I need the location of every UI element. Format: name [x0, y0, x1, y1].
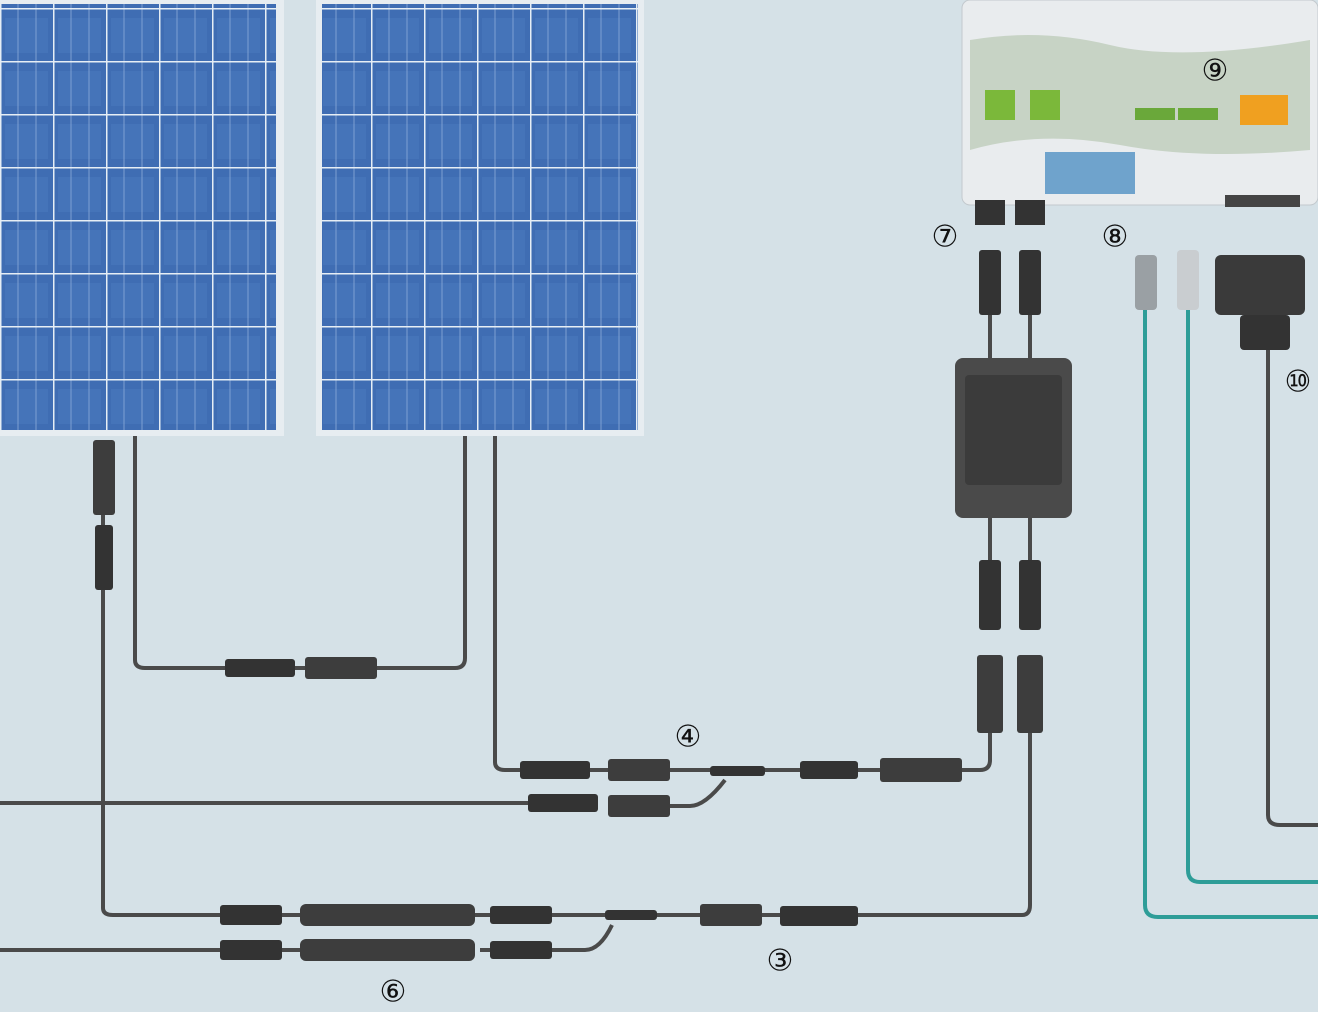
connectors-part: [1215, 255, 1305, 315]
marker-label: ⑨: [1202, 54, 1229, 89]
inverter-part: [1015, 200, 1045, 225]
inverter-part: [975, 200, 1005, 225]
connectors-part: [300, 939, 475, 961]
connectors-part: [95, 525, 113, 590]
pv-system-diagram: ⑨ ⑦ ⑧ ⑩ ④ ③ ⑥: [0, 0, 1318, 1012]
cables-part: [103, 440, 1030, 915]
inverter-part: [1045, 152, 1135, 194]
connectors-part: [780, 906, 858, 926]
solar-panels: [0, 0, 644, 436]
inverter-part: [1240, 95, 1288, 125]
connectors-part: [1177, 250, 1199, 310]
marker-label: ④: [675, 720, 702, 755]
connectors-part: [608, 759, 670, 781]
connectors-part: [305, 657, 377, 679]
connectors-part: [1135, 255, 1157, 310]
inverter-part: [1178, 108, 1218, 120]
connectors-part: [300, 904, 475, 926]
inverter: [962, 0, 1318, 225]
marker-label: ⑩: [1285, 365, 1312, 400]
solar-panels-part: [322, 4, 638, 430]
marker-label: ⑦: [932, 220, 959, 255]
cables-part: [135, 436, 465, 668]
connectors-part: [605, 910, 657, 920]
connectors-part: [965, 375, 1062, 485]
connectors-part: [800, 761, 858, 779]
connectors-part: [220, 940, 282, 960]
inverter-part: [1030, 90, 1060, 120]
connectors-part: [979, 250, 1001, 315]
connectors-part: [490, 941, 552, 959]
connectors-part: [520, 761, 590, 779]
connectors-part: [1019, 560, 1041, 630]
marker-label: ③: [767, 944, 794, 979]
inverter-part: [970, 35, 1310, 154]
connectors-part: [700, 904, 762, 926]
inverter-part: [985, 90, 1015, 120]
inverter-part: [1225, 195, 1300, 207]
connectors-part: [977, 655, 1003, 733]
connectors-part: [710, 766, 765, 776]
connectors-part: [490, 906, 552, 924]
connectors-part: [979, 560, 1001, 630]
marker-label: ⑧: [1102, 220, 1129, 255]
connectors-part: [528, 794, 598, 812]
connectors-part: [1240, 315, 1290, 350]
marker-label: ⑥: [380, 975, 407, 1010]
connectors-part: [608, 795, 670, 817]
connectors-part: [880, 758, 962, 782]
connectors-part: [220, 905, 282, 925]
connectors-part: [225, 659, 295, 677]
solar-panels-part: [0, 4, 276, 430]
cables-part: [1268, 345, 1318, 825]
inverter-part: [1135, 108, 1175, 120]
connectors-part: [1019, 250, 1041, 315]
connectors-part: [1017, 655, 1043, 733]
connectors-part: [93, 440, 115, 515]
cables-part: [495, 436, 990, 770]
